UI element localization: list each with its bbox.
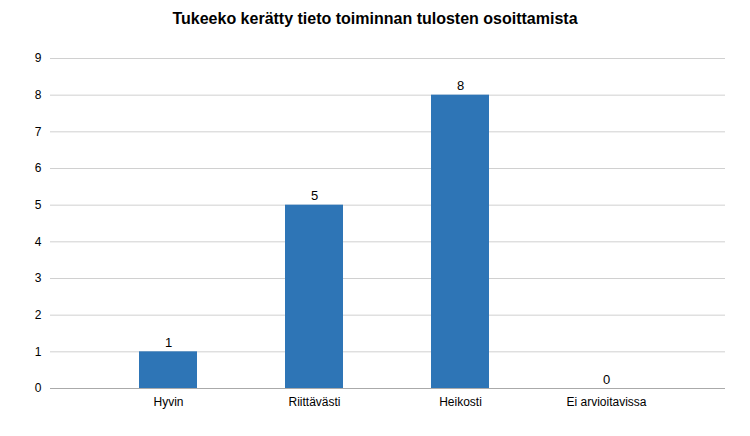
html-text:Tukeeko kerätty tieto toiminna: Tukeeko kerätty tieto toiminnan tulosten… xyxy=(172,10,578,27)
svg-text:5: 5 xyxy=(311,188,318,203)
svg-text:2: 2 xyxy=(35,308,42,322)
svg-text:7: 7 xyxy=(35,125,42,139)
svg-text:3: 3 xyxy=(35,271,42,285)
svg-text:Heikosti: Heikosti xyxy=(439,395,482,409)
svg-text:1: 1 xyxy=(165,335,172,350)
svg-text:Ei arvioitavissa: Ei arvioitavissa xyxy=(566,395,646,409)
svg-text:Riittävästi: Riittävästi xyxy=(288,395,340,409)
svg-text:8: 8 xyxy=(457,78,464,93)
svg-text:9: 9 xyxy=(35,51,42,65)
svg-text:Hyvin: Hyvin xyxy=(153,395,183,409)
svg-text:1: 1 xyxy=(35,345,42,359)
svg-text:0: 0 xyxy=(603,372,610,387)
svg-text:4: 4 xyxy=(35,235,42,249)
svg-text:0: 0 xyxy=(35,381,42,395)
svg-text:6: 6 xyxy=(35,161,42,175)
svg-text:8: 8 xyxy=(35,88,42,102)
svg-text:5: 5 xyxy=(35,198,42,212)
